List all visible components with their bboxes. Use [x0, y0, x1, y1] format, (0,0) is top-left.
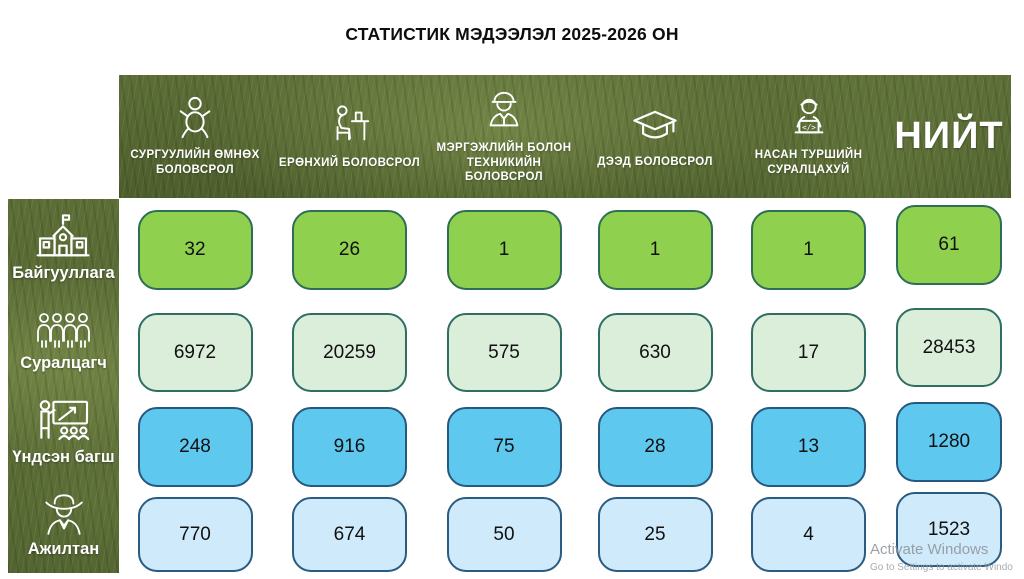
table-row-organization: 32 26 1 1 1 61 [119, 205, 1011, 290]
table-row-learners: 6972 20259 575 630 17 28453 [119, 308, 1011, 392]
row-header-learners: Суралцагч [20, 307, 107, 373]
row-header-staff: Ажилтан [28, 491, 99, 559]
column-header-vocational: МЭРГЭЖЛИЙН БОЛОН ТЕХНИКИЙН БОЛОВСРОЛ [428, 75, 580, 198]
school-building-icon [34, 211, 92, 261]
row-header-label: Ажилтан [27, 540, 100, 558]
cell-staff-lifelong: 4 [751, 497, 866, 572]
row-header-label: Байгууллага [12, 264, 115, 282]
cell-teachers-lifelong: 13 [751, 407, 866, 487]
cell-learners-total: 28453 [896, 308, 1002, 387]
cell-organization-general: 26 [292, 210, 407, 290]
cell-teachers-higher: 28 [597, 407, 713, 487]
column-header-lifelong: </> НАСАН ТУРШИЙН СУРАЛЦАХУЙ [730, 75, 887, 198]
cell-staff-general: 674 [292, 497, 407, 572]
column-header-general: ЕРӨНХИЙ БОЛОВСРОЛ [271, 75, 428, 198]
cell-learners-lifelong: 17 [751, 313, 866, 392]
cell-teachers-preschool: 248 [137, 407, 253, 487]
student-desk-icon [327, 103, 373, 149]
column-header-total: НИЙТ [887, 75, 1011, 198]
cell-learners-preschool: 6972 [137, 313, 253, 392]
column-header-label: НАСАН ТУРШИЙН СУРАЛЦАХУЙ [754, 149, 863, 176]
cell-staff-vocational: 50 [446, 497, 562, 572]
table-row-teachers: 248 916 75 28 13 1280 [119, 402, 1011, 487]
cell-organization-total: 61 [896, 205, 1002, 285]
baby-icon [172, 95, 218, 141]
cell-staff-total: 1523 [896, 492, 1002, 567]
graduation-cap-icon [629, 104, 681, 148]
row-header-label: Суралцагч [20, 354, 107, 372]
cell-staff-preschool: 770 [137, 497, 253, 572]
teacher-board-icon [34, 397, 92, 445]
column-header-label: СУРГУУЛИЙН ӨМНӨХ БОЛОВСРОЛ [130, 149, 260, 176]
cell-staff-higher: 25 [597, 497, 713, 572]
svg-text:</>: </> [802, 123, 816, 132]
column-header-band: СУРГУУЛИЙН ӨМНӨХ БОЛОВСРОЛ ЕРӨНХИЙ БОЛОВ… [119, 75, 1011, 198]
total-column-label: НИЙТ [894, 115, 1004, 157]
people-group-icon [34, 307, 94, 351]
row-header-label: Үндсэн багш [12, 448, 115, 466]
cell-teachers-general: 916 [292, 407, 407, 487]
table-row-staff: 770 674 50 25 4 1523 [119, 492, 1011, 572]
worker-helmet-icon [481, 88, 527, 134]
cell-organization-lifelong: 1 [751, 210, 866, 290]
row-header-sidebar: Байгууллага Суралцагч [8, 199, 119, 573]
cell-organization-higher: 1 [597, 210, 713, 290]
cell-learners-general: 20259 [292, 313, 407, 392]
cell-learners-higher: 630 [597, 313, 713, 392]
row-header-teachers: Үндсэн багш [12, 397, 115, 467]
cell-organization-preschool: 32 [137, 210, 253, 290]
column-header-label: МЭРГЭЖЛИЙН БОЛОН ТЕХНИКИЙН БОЛОВСРОЛ [436, 141, 572, 184]
column-header-label: ДЭЭД БОЛОВСРОЛ [597, 155, 713, 168]
column-header-higher: ДЭЭД БОЛОВСРОЛ [580, 75, 730, 198]
cell-learners-vocational: 575 [446, 313, 562, 392]
page-title: СТАТИСТИК МЭДЭЭЛЭЛ 2025-2026 ОН [345, 24, 679, 44]
column-header-preschool: СУРГУУЛИЙН ӨМНӨХ БОЛОВСРОЛ [119, 75, 271, 198]
cowboy-worker-icon [39, 491, 89, 537]
person-laptop-icon: </> [786, 95, 832, 141]
cell-teachers-vocational: 75 [446, 407, 562, 487]
cell-teachers-total: 1280 [896, 402, 1002, 482]
cell-organization-vocational: 1 [446, 210, 562, 290]
column-header-label: ЕРӨНХИЙ БОЛОВСРОЛ [278, 156, 421, 169]
row-header-organization: Байгууллага [12, 211, 115, 283]
